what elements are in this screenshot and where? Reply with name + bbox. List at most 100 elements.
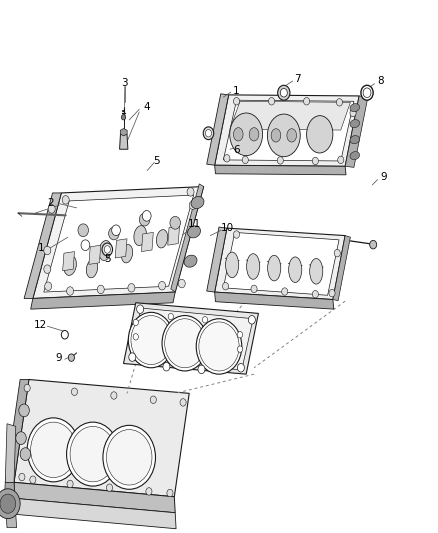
Circle shape (19, 404, 29, 417)
Circle shape (67, 480, 73, 488)
Circle shape (139, 213, 150, 226)
Circle shape (121, 115, 126, 120)
Circle shape (133, 334, 138, 340)
Circle shape (106, 484, 113, 491)
Circle shape (44, 246, 51, 255)
Polygon shape (333, 236, 350, 301)
Ellipse shape (268, 255, 281, 281)
Text: 10: 10 (221, 223, 234, 233)
Polygon shape (345, 96, 368, 167)
Polygon shape (129, 308, 253, 370)
Circle shape (150, 396, 156, 403)
Circle shape (111, 392, 117, 399)
Polygon shape (44, 195, 194, 292)
Text: 1: 1 (233, 86, 240, 95)
Circle shape (251, 285, 257, 293)
Circle shape (165, 319, 205, 368)
Ellipse shape (350, 119, 360, 128)
Circle shape (248, 316, 255, 324)
Circle shape (67, 422, 119, 486)
Ellipse shape (230, 113, 263, 156)
Circle shape (31, 422, 76, 478)
Text: 1: 1 (38, 243, 45, 253)
Ellipse shape (99, 240, 111, 261)
Polygon shape (207, 227, 227, 292)
Circle shape (205, 130, 212, 137)
Text: 5: 5 (153, 156, 160, 166)
Circle shape (237, 364, 244, 372)
Circle shape (142, 211, 151, 221)
Circle shape (268, 98, 275, 105)
Ellipse shape (350, 135, 360, 144)
Text: 5: 5 (104, 254, 111, 263)
Polygon shape (230, 101, 350, 130)
Circle shape (350, 109, 356, 117)
Ellipse shape (187, 226, 201, 238)
Text: 8: 8 (378, 76, 385, 86)
Polygon shape (215, 228, 345, 300)
Circle shape (167, 489, 173, 497)
Circle shape (102, 243, 113, 256)
Circle shape (16, 432, 26, 445)
Circle shape (277, 157, 283, 164)
Ellipse shape (191, 197, 204, 208)
Ellipse shape (350, 151, 360, 160)
Ellipse shape (184, 255, 197, 267)
Circle shape (131, 316, 171, 365)
Circle shape (178, 279, 185, 288)
Circle shape (62, 196, 69, 204)
Polygon shape (207, 94, 229, 165)
Circle shape (187, 188, 194, 196)
Circle shape (199, 322, 239, 371)
Circle shape (168, 313, 173, 320)
Circle shape (112, 225, 120, 236)
Text: 12: 12 (34, 320, 47, 330)
Circle shape (44, 265, 51, 273)
Polygon shape (14, 482, 175, 513)
Polygon shape (215, 292, 334, 309)
Circle shape (71, 388, 78, 395)
Circle shape (103, 425, 155, 489)
Circle shape (237, 332, 243, 338)
Polygon shape (215, 165, 346, 175)
Circle shape (233, 231, 240, 238)
Circle shape (67, 287, 74, 295)
Circle shape (19, 473, 25, 481)
Polygon shape (33, 187, 204, 298)
Circle shape (282, 288, 288, 295)
Circle shape (237, 346, 243, 352)
Circle shape (202, 317, 208, 323)
Ellipse shape (86, 260, 98, 278)
Circle shape (180, 399, 186, 406)
Circle shape (0, 489, 20, 519)
Ellipse shape (226, 252, 239, 278)
Circle shape (30, 476, 36, 483)
Circle shape (203, 127, 214, 140)
Circle shape (336, 99, 343, 106)
Circle shape (370, 240, 377, 249)
Circle shape (198, 365, 205, 374)
Circle shape (338, 156, 344, 164)
Circle shape (170, 216, 180, 229)
Ellipse shape (64, 255, 76, 276)
Circle shape (137, 305, 144, 313)
Text: 3: 3 (121, 78, 128, 87)
Circle shape (97, 285, 104, 294)
Ellipse shape (249, 128, 259, 141)
Polygon shape (4, 482, 16, 514)
Polygon shape (63, 252, 74, 271)
Text: 6: 6 (233, 146, 240, 155)
Polygon shape (5, 379, 29, 482)
Circle shape (20, 448, 31, 461)
Circle shape (146, 488, 152, 495)
Circle shape (329, 289, 335, 297)
Ellipse shape (121, 245, 133, 263)
Circle shape (224, 155, 230, 162)
Ellipse shape (310, 259, 323, 284)
Polygon shape (15, 498, 176, 529)
Circle shape (334, 249, 340, 257)
Polygon shape (223, 232, 339, 295)
Circle shape (48, 205, 55, 213)
Text: 7: 7 (294, 74, 301, 84)
Circle shape (242, 156, 248, 164)
